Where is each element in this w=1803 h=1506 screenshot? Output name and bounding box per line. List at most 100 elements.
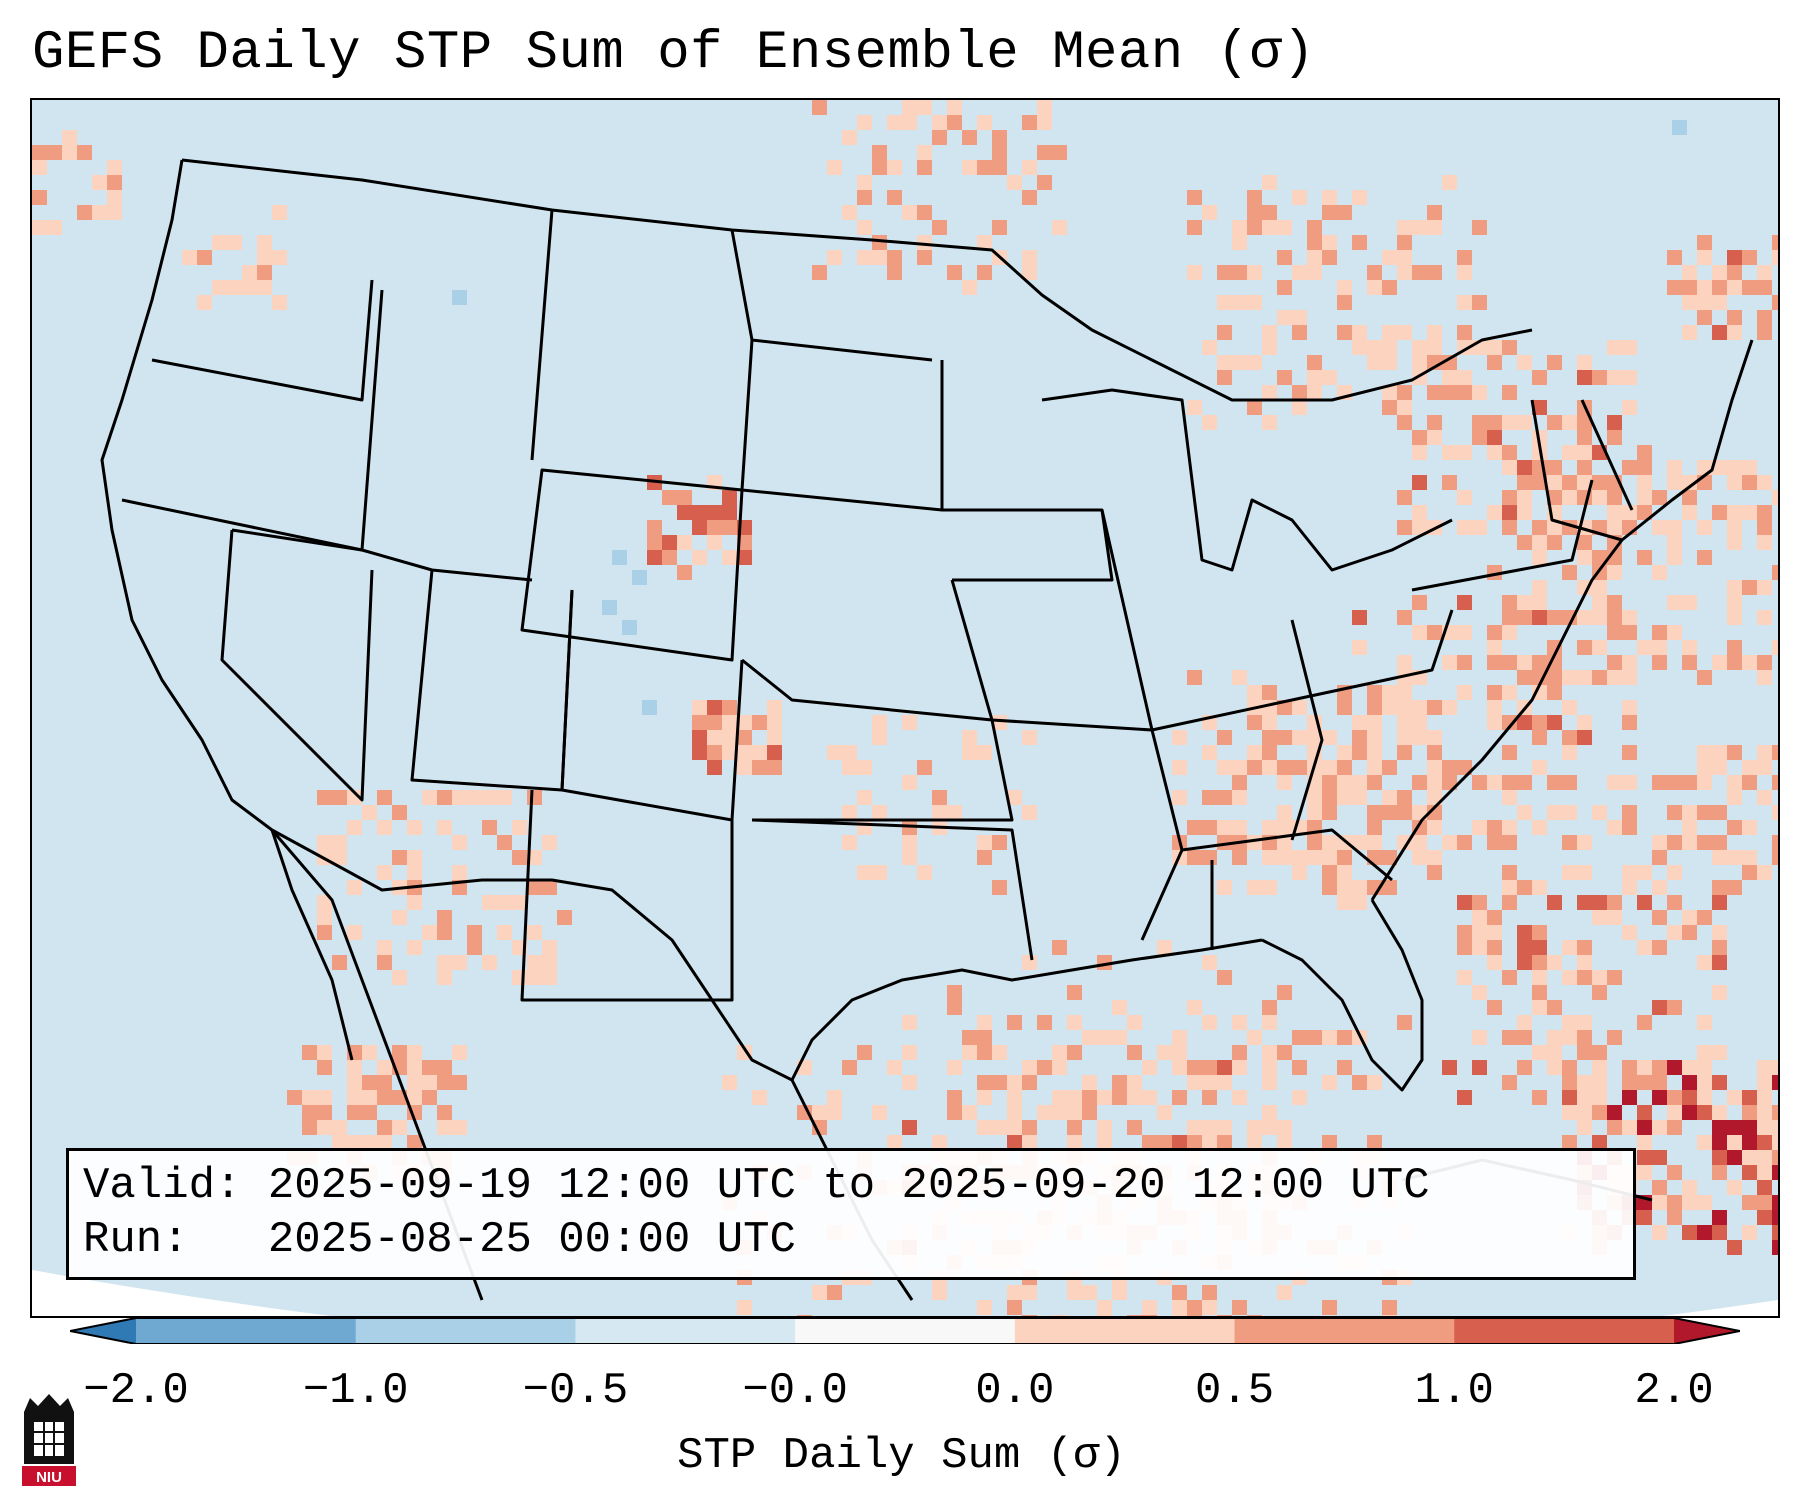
anomaly-cell [1517,355,1532,370]
colorbar-extend-low [70,1318,136,1344]
anomaly-cell [1337,1060,1352,1075]
anomaly-cell [557,910,572,925]
anomaly-cell [1442,1060,1457,1075]
anomaly-cell [1667,895,1682,910]
anomaly-cell [1307,835,1322,850]
anomaly-cell [1487,775,1502,790]
anomaly-cell [1187,850,1202,865]
anomaly-cell [1712,835,1727,850]
anomaly-cell [542,955,557,970]
anomaly-cell [1217,1135,1232,1150]
anomaly-cell [977,160,992,175]
state-line-22 [1530,399,1623,542]
anomaly-cell [1652,910,1667,925]
anomaly-cell [1367,1135,1382,1150]
anomaly-cell [812,100,827,115]
anomaly-cell [1562,565,1577,580]
anomaly-cell [1427,625,1442,640]
anomaly-cell [827,1285,842,1300]
anomaly-cell [1187,1120,1202,1135]
anomaly-cell [1382,1315,1397,1316]
anomaly-cell [707,505,722,520]
anomaly-cell [1277,805,1292,820]
anomaly-cell [1217,325,1232,340]
anomaly-cell [692,550,707,565]
anomaly-cell [1487,355,1502,370]
colorbar-extend-high [1674,1318,1740,1344]
anomaly-cell [1262,685,1277,700]
anomaly-cell [1262,1075,1277,1090]
anomaly-cell [1517,460,1532,475]
anomaly-cell [1442,700,1457,715]
anomaly-cell [1577,460,1592,475]
anomaly-cell [1562,415,1577,430]
anomaly-cell [1517,940,1532,955]
anomaly-cell [1262,715,1277,730]
anomaly-cell [1232,1015,1247,1030]
colorbar-tick-label: 2.0 [1634,1366,1714,1416]
anomaly-cell [1397,1015,1412,1030]
anomaly-cell [872,805,887,820]
anomaly-cell [1742,760,1757,775]
anomaly-cell [1562,1015,1577,1030]
anomaly-cell [1352,745,1367,760]
anomaly-cell [1427,745,1442,760]
anomaly-cell [1232,295,1247,310]
anomaly-cell [1607,430,1622,445]
anomaly-cell [947,1105,962,1120]
anomaly-cell [317,925,332,940]
anomaly-cell [1652,1075,1667,1090]
anomaly-cell [1772,1195,1778,1210]
anomaly-cell [1262,385,1277,400]
anomaly-cell [1202,820,1217,835]
anomaly-cell [902,835,917,850]
anomaly-cell [1397,490,1412,505]
anomaly-cell [1622,880,1637,895]
anomaly-cell [962,130,977,145]
anomaly-cell [1232,220,1247,235]
anomaly-cell [1382,280,1397,295]
anomaly-cell [1382,850,1397,865]
anomaly-cell [1652,1060,1667,1075]
anomaly-cell [1547,715,1562,730]
anomaly-cell [1382,385,1397,400]
anomaly-cell [1232,1045,1247,1060]
anomaly-cell [1277,370,1292,385]
anomaly-cell [1307,370,1322,385]
baja-peninsula [270,829,354,1061]
anomaly-cell [1052,1060,1067,1075]
anomaly-cell [437,790,452,805]
anomaly-cell [1742,475,1757,490]
anomaly-cell [482,820,497,835]
anomaly-cell [1682,910,1697,925]
anomaly-cell [1607,625,1622,640]
anomaly-cell [1772,1210,1778,1225]
anomaly-cell [1307,790,1322,805]
anomaly-cell [1187,1135,1202,1150]
anomaly-cell [1217,760,1232,775]
anomaly-cell [197,295,212,310]
anomaly-cell [1337,775,1352,790]
anomaly-cell [1397,265,1412,280]
anomaly-cell [1712,745,1727,760]
anomaly-cell [392,850,407,865]
anomaly-cell [1697,775,1712,790]
anomaly-cell [707,715,722,730]
anomaly-cell [692,505,707,520]
anomaly-cell [1487,940,1502,955]
anomaly-cell [1742,820,1757,835]
anomaly-cell [1202,1285,1217,1300]
anomaly-cell [1667,535,1682,550]
anomaly-cell [1757,790,1772,805]
anomaly-cell [1712,925,1727,940]
anomaly-cell [692,715,707,730]
anomaly-cell [1172,1090,1187,1105]
anomaly-cell [1232,760,1247,775]
anomaly-cell [407,895,422,910]
anomaly-cell [857,865,872,880]
anomaly-cell [1742,250,1757,265]
anomaly-cell [1577,355,1592,370]
anomaly-cell [1682,1075,1697,1090]
anomaly-cell [1382,325,1397,340]
anomaly-cell [1607,1120,1622,1135]
